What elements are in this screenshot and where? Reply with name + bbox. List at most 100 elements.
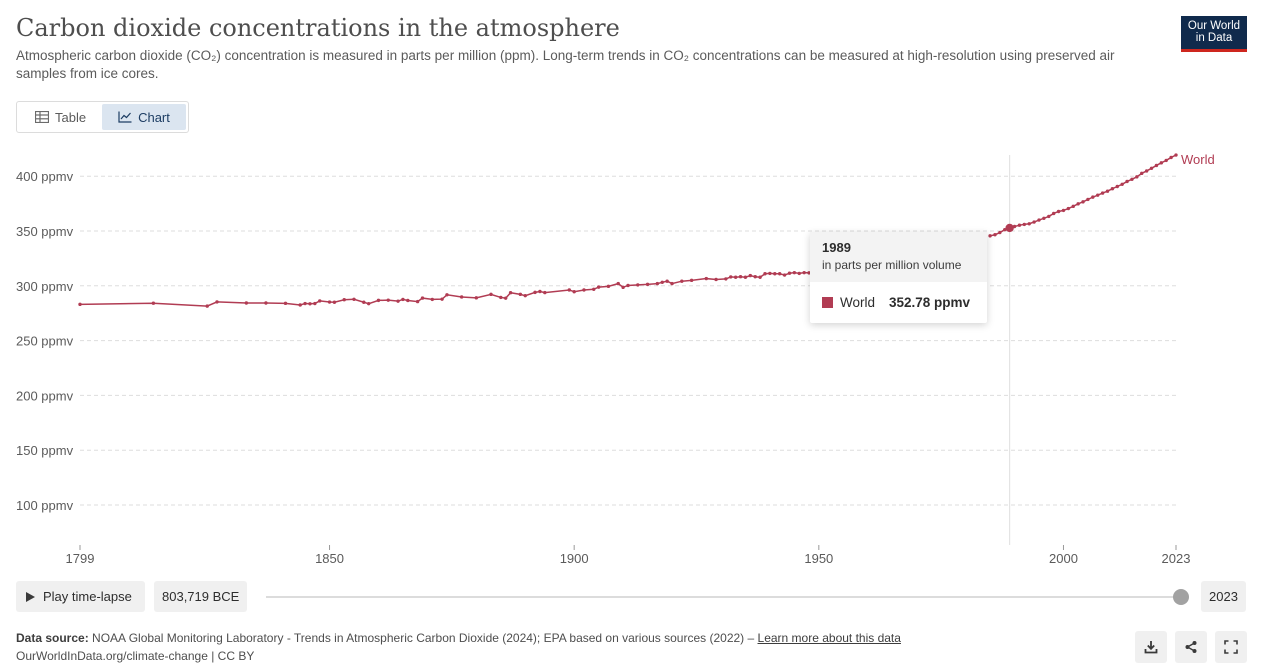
data-point-1833	[244, 301, 249, 305]
source-label: Data source:	[16, 631, 89, 645]
data-point-1845	[303, 301, 307, 306]
data-point-1846	[308, 302, 312, 306]
data-point-1847	[313, 301, 317, 306]
data-point-1887	[508, 291, 513, 295]
timeline-end-year[interactable]: 2023	[1201, 581, 1246, 612]
timeline-handle[interactable]	[1173, 589, 1189, 605]
line-chart-icon	[118, 111, 132, 123]
x-tick-label-2023: 2023	[1162, 551, 1191, 566]
data-point-1940	[768, 271, 772, 276]
data-point-1848	[318, 299, 322, 303]
play-timelapse-label: Play time-lapse	[43, 589, 132, 604]
owid-logo[interactable]: Our World in Data	[1181, 16, 1247, 52]
share-button[interactable]	[1175, 631, 1207, 663]
data-point-2002	[1071, 204, 1075, 209]
play-icon	[26, 591, 35, 602]
series-line-world-1	[989, 154, 1177, 237]
timeline-track[interactable]	[266, 596, 1181, 598]
tab-table[interactable]: Table	[19, 104, 102, 130]
timeline-start-year[interactable]: 803,719 BCE	[154, 581, 248, 612]
logo-line-1: Our World	[1187, 20, 1241, 32]
data-point-1996	[1042, 216, 1046, 220]
tab-chart-label: Chart	[138, 109, 170, 125]
data-point-1837	[264, 301, 268, 305]
download-icon	[1144, 641, 1158, 654]
data-point-1893	[538, 289, 542, 294]
fullscreen-button[interactable]	[1215, 631, 1247, 663]
data-point-1850	[327, 300, 332, 304]
data-point-2015	[1135, 175, 1139, 179]
data-point-1825	[205, 304, 209, 308]
data-point-1857	[362, 300, 366, 304]
data-point-2020	[1159, 161, 1164, 165]
data-point-1945	[792, 270, 797, 275]
data-point-1869	[420, 296, 425, 300]
data-point-1999	[1056, 209, 1061, 214]
data-point-1929	[714, 277, 718, 282]
y-tick-label-350: 350 ppmv	[16, 224, 74, 239]
data-point-1913	[636, 283, 640, 287]
data-point-2011	[1115, 184, 1119, 189]
data-point-1931	[724, 277, 728, 281]
y-tick-label-100: 100 ppmv	[16, 498, 74, 513]
y-tick-label-400: 400 ppmv	[16, 169, 74, 184]
data-point-1844	[298, 303, 302, 307]
fullscreen-icon	[1224, 640, 1238, 654]
data-point-1920	[670, 281, 674, 286]
data-point-1924	[689, 278, 694, 283]
data-point-1874	[445, 293, 449, 297]
data-point-1993	[1027, 222, 1031, 226]
data-point-2001	[1066, 206, 1071, 211]
data-point-1937	[753, 275, 757, 279]
data-point-1860	[376, 298, 381, 303]
data-point-1873	[440, 297, 444, 301]
data-point-1995	[1037, 218, 1041, 222]
data-point-1941	[773, 272, 777, 276]
tab-chart[interactable]: Chart	[102, 104, 186, 130]
data-point-1865	[401, 297, 405, 302]
tab-table-label: Table	[55, 109, 87, 125]
highlight-point	[1005, 223, 1014, 233]
download-button[interactable]	[1135, 631, 1167, 663]
data-point-2017	[1144, 169, 1149, 173]
data-point-1998	[1051, 211, 1056, 216]
data-point-1933	[733, 275, 738, 279]
data-point-1911	[626, 283, 630, 288]
data-point-1877	[459, 295, 464, 299]
data-point-1986	[993, 233, 997, 237]
data-point-1855	[352, 297, 356, 301]
x-tick-label-2000: 2000	[1049, 551, 1078, 566]
data-point-2009	[1105, 189, 1110, 193]
data-point-1883	[489, 292, 493, 297]
data-point-2021	[1164, 158, 1168, 163]
tooltip-year: 1989	[822, 240, 851, 255]
data-point-1886	[503, 296, 508, 300]
data-point-1938	[758, 275, 762, 279]
x-tick-label-1850: 1850	[315, 551, 344, 566]
data-point-2013	[1125, 179, 1129, 184]
data-point-1919	[665, 279, 669, 283]
data-point-2008	[1100, 191, 1105, 195]
data-point-1862	[386, 298, 390, 302]
data-point-1853	[342, 298, 346, 302]
data-point-1799	[78, 302, 82, 307]
learn-more-link[interactable]: Learn more about this data	[757, 631, 901, 645]
data-point-2023	[1174, 153, 1178, 157]
credit-line[interactable]: OurWorldInData.org/climate-change | CC B…	[16, 649, 255, 663]
data-point-1939	[763, 272, 767, 276]
play-timelapse-button[interactable]: Play time-lapse	[16, 581, 145, 612]
data-point-1866	[406, 298, 410, 303]
y-tick-label-200: 200 ppmv	[16, 388, 74, 403]
data-point-1985	[988, 234, 992, 238]
co2-line-chart[interactable]: 100 ppmv 150 ppmv 200 ppmv 250 ppmv 300 ppmv…	[0, 140, 1265, 570]
data-point-1900	[572, 290, 576, 294]
data-point-1917	[655, 281, 660, 286]
data-point-1948	[807, 271, 811, 275]
data-point-2003	[1076, 202, 1080, 206]
data-point-1994	[1032, 220, 1036, 224]
data-point-1814	[151, 301, 156, 305]
data-point-1918	[660, 280, 664, 284]
data-point-2006	[1091, 195, 1095, 199]
data-point-1947	[802, 270, 806, 275]
chart-tooltip: 1989 in parts per million volume World 3…	[810, 232, 987, 323]
